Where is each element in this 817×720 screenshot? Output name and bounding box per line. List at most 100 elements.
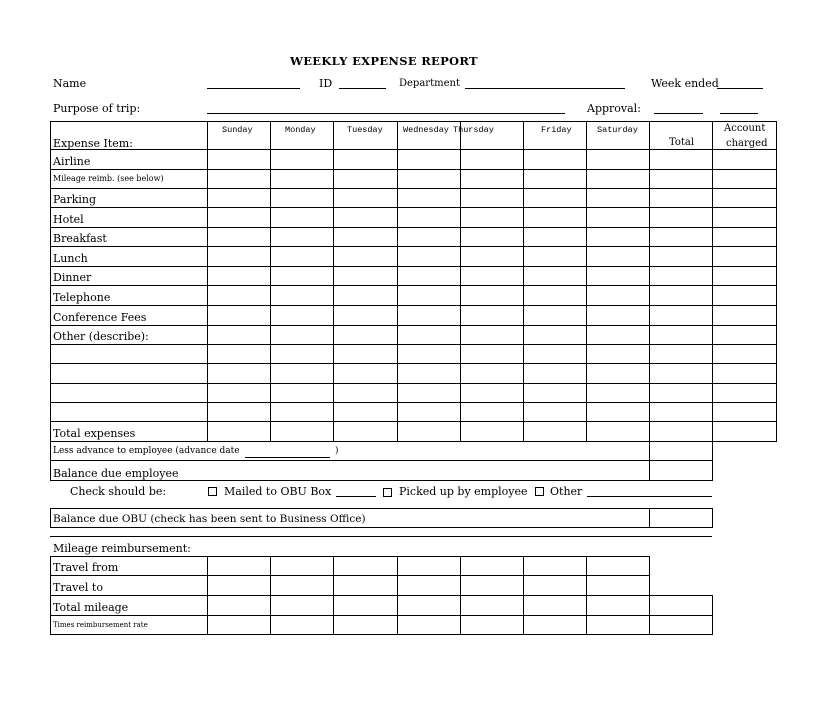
expense-amount-cell[interactable] <box>397 188 461 208</box>
expense-amount-cell[interactable] <box>207 169 271 189</box>
expense-amount-cell[interactable] <box>649 246 713 267</box>
mileage-amount-cell[interactable] <box>460 575 524 596</box>
mileage-amount-cell[interactable] <box>397 595 461 616</box>
expense-amount-cell[interactable] <box>712 188 777 208</box>
expense-amount-cell[interactable] <box>586 149 650 170</box>
expense-amount-cell[interactable] <box>207 305 271 326</box>
mileage-amount-cell[interactable] <box>586 556 650 576</box>
mailed-checkbox[interactable] <box>208 487 217 496</box>
expense-amount-cell[interactable] <box>333 227 398 247</box>
expense-amount-cell[interactable] <box>333 188 398 208</box>
expense-amount-cell[interactable] <box>207 149 271 170</box>
mileage-amount-cell[interactable] <box>333 615 398 635</box>
expense-amount-cell[interactable] <box>712 149 777 170</box>
expense-amount-cell[interactable] <box>460 344 524 364</box>
expense-amount-cell[interactable] <box>523 207 587 228</box>
balance-due-employee-amount[interactable] <box>649 460 713 481</box>
expense-amount-cell[interactable] <box>586 325 650 345</box>
expense-amount-cell[interactable] <box>397 363 461 384</box>
mileage-amount-cell[interactable] <box>649 615 713 635</box>
expense-amount-cell[interactable] <box>333 246 398 267</box>
mileage-amount-cell[interactable] <box>333 556 398 576</box>
expense-amount-cell[interactable] <box>207 402 271 422</box>
mileage-amount-cell[interactable] <box>270 575 334 596</box>
expense-amount-cell[interactable] <box>397 305 461 326</box>
expense-amount-cell[interactable] <box>649 266 713 286</box>
week-ended-field[interactable] <box>717 88 763 89</box>
expense-amount-cell[interactable] <box>460 402 524 422</box>
expense-amount-cell[interactable] <box>333 266 398 286</box>
expense-amount-cell[interactable] <box>207 421 271 442</box>
expense-amount-cell[interactable] <box>586 344 650 364</box>
expense-amount-cell[interactable] <box>586 383 650 403</box>
expense-amount-cell[interactable] <box>649 188 713 208</box>
expense-amount-cell[interactable] <box>270 188 334 208</box>
expense-amount-cell[interactable] <box>712 383 777 403</box>
expense-amount-cell[interactable] <box>207 325 271 345</box>
expense-amount-cell[interactable] <box>523 383 587 403</box>
expense-amount-cell[interactable] <box>712 285 777 306</box>
expense-amount-cell[interactable] <box>333 325 398 345</box>
expense-amount-cell[interactable] <box>649 169 713 189</box>
expense-amount-cell[interactable] <box>333 363 398 384</box>
expense-amount-cell[interactable] <box>523 285 587 306</box>
expense-amount-cell[interactable] <box>649 421 713 442</box>
expense-amount-cell[interactable] <box>460 266 524 286</box>
expense-amount-cell[interactable] <box>460 325 524 345</box>
expense-amount-cell[interactable] <box>207 227 271 247</box>
expense-amount-cell[interactable] <box>333 149 398 170</box>
expense-amount-cell[interactable] <box>460 149 524 170</box>
expense-amount-cell[interactable] <box>523 266 587 286</box>
expense-amount-cell[interactable] <box>649 325 713 345</box>
expense-amount-cell[interactable] <box>333 421 398 442</box>
expense-amount-cell[interactable] <box>586 421 650 442</box>
mileage-amount-cell[interactable] <box>207 615 271 635</box>
mileage-amount-cell[interactable] <box>207 575 271 596</box>
expense-amount-cell[interactable] <box>207 383 271 403</box>
mileage-amount-cell[interactable] <box>460 595 524 616</box>
expense-amount-cell[interactable] <box>523 188 587 208</box>
expense-amount-cell[interactable] <box>460 363 524 384</box>
expense-amount-cell[interactable] <box>523 169 587 189</box>
expense-amount-cell[interactable] <box>270 207 334 228</box>
expense-amount-cell[interactable] <box>586 188 650 208</box>
expense-amount-cell[interactable] <box>270 305 334 326</box>
mileage-amount-cell[interactable] <box>586 595 650 616</box>
approval-field-1[interactable] <box>654 113 703 114</box>
expense-amount-cell[interactable] <box>712 421 777 442</box>
expense-amount-cell[interactable] <box>460 246 524 267</box>
expense-amount-cell[interactable] <box>333 285 398 306</box>
expense-amount-cell[interactable] <box>270 363 334 384</box>
expense-amount-cell[interactable] <box>649 227 713 247</box>
mileage-amount-cell[interactable] <box>523 556 587 576</box>
expense-amount-cell[interactable] <box>523 227 587 247</box>
expense-amount-cell[interactable] <box>712 246 777 267</box>
expense-amount-cell[interactable] <box>270 344 334 364</box>
mileage-amount-cell[interactable] <box>586 615 650 635</box>
mileage-amount-cell[interactable] <box>333 595 398 616</box>
expense-amount-cell[interactable] <box>397 383 461 403</box>
expense-amount-cell[interactable] <box>649 402 713 422</box>
expense-amount-cell[interactable] <box>270 325 334 345</box>
expense-amount-cell[interactable] <box>586 246 650 267</box>
less-advance-amount[interactable] <box>649 441 713 461</box>
expense-amount-cell[interactable] <box>649 363 713 384</box>
expense-amount-cell[interactable] <box>207 188 271 208</box>
expense-amount-cell[interactable] <box>460 383 524 403</box>
expense-amount-cell[interactable] <box>649 305 713 326</box>
expense-amount-cell[interactable] <box>397 325 461 345</box>
expense-amount-cell[interactable] <box>649 344 713 364</box>
expense-amount-cell[interactable] <box>460 169 524 189</box>
expense-amount-cell[interactable] <box>460 421 524 442</box>
expense-amount-cell[interactable] <box>649 149 713 170</box>
expense-amount-cell[interactable] <box>207 344 271 364</box>
expense-amount-cell[interactable] <box>649 383 713 403</box>
expense-amount-cell[interactable] <box>397 246 461 267</box>
other-field[interactable] <box>587 496 712 497</box>
expense-amount-cell[interactable] <box>712 227 777 247</box>
expense-amount-cell[interactable] <box>333 383 398 403</box>
expense-amount-cell[interactable] <box>270 227 334 247</box>
mileage-amount-cell[interactable] <box>523 595 587 616</box>
expense-amount-cell[interactable] <box>712 325 777 345</box>
expense-amount-cell[interactable] <box>586 285 650 306</box>
